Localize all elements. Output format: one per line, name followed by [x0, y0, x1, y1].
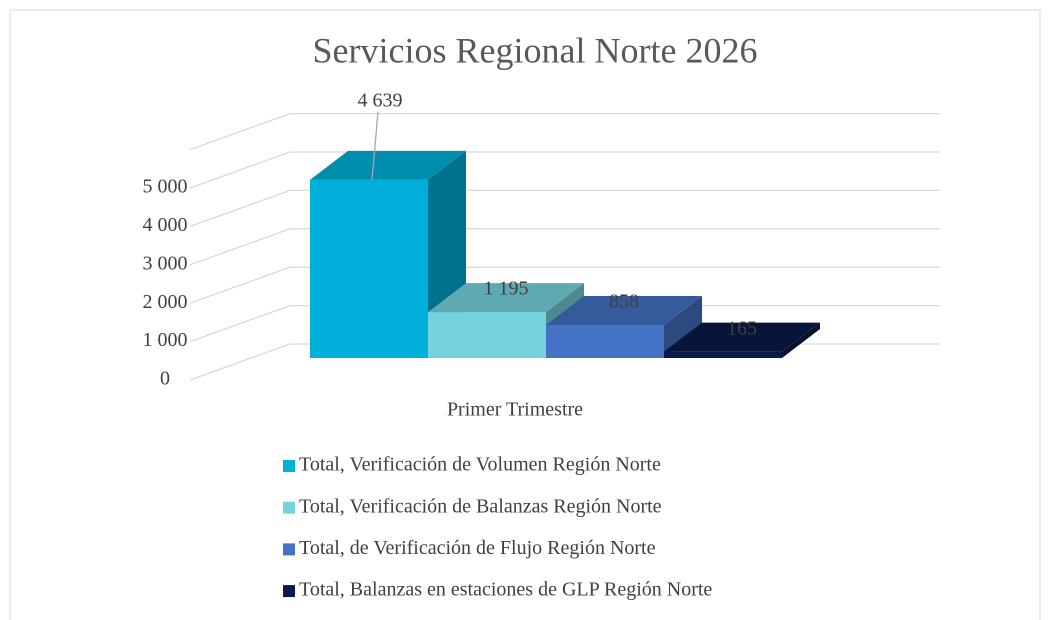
data-label: 165 — [727, 317, 757, 339]
legend-label: Total, Verificación de Volumen Región No… — [299, 454, 661, 476]
y-tick-label: 3 000 — [143, 252, 188, 274]
chart-border — [9, 9, 1041, 620]
grid-line — [189, 189, 940, 228]
bar-face — [310, 179, 428, 358]
y-tick-label: 0 — [160, 368, 170, 390]
legend-label: Total, Balanzas en estaciones de GLP Reg… — [299, 579, 712, 601]
legend-swatch — [283, 543, 295, 556]
grid-line — [189, 304, 940, 343]
bar-face — [428, 312, 546, 358]
leader-line — [371, 111, 379, 180]
legend-label: Total, Verificación de Balanzas Región N… — [299, 495, 662, 517]
bar-face — [546, 296, 702, 326]
grid-line — [189, 228, 940, 266]
bar-face — [310, 150, 466, 180]
y-tick-label: 5 000 — [143, 176, 188, 198]
y-tick-label: 4 000 — [143, 214, 188, 236]
data-label: 858 — [609, 291, 639, 313]
bar-face — [546, 325, 664, 358]
x-tick-label: Primer Trimestre — [447, 399, 583, 421]
bar-face — [782, 322, 820, 358]
bar — [664, 322, 820, 358]
y-tick-label: 1 000 — [143, 329, 188, 351]
bar-face — [664, 351, 782, 358]
bar — [546, 296, 702, 358]
legend-label: Total, de Verificación de Flujo Región N… — [299, 537, 656, 559]
bar-face — [428, 283, 584, 313]
legend-swatch — [283, 501, 295, 514]
legend-swatch — [283, 585, 295, 598]
grid-line — [189, 151, 940, 189]
data-label: 4 639 — [358, 90, 403, 112]
bar-face — [664, 296, 702, 358]
data-label: 1 195 — [484, 278, 529, 300]
bar-face — [664, 322, 820, 352]
wall-edge — [189, 112, 940, 151]
legend-swatch — [283, 460, 295, 472]
grid-line — [189, 266, 940, 304]
y-tick-label: 2 000 — [143, 291, 188, 313]
chart-title: Servicios Regional Norte 2026 — [313, 30, 758, 70]
